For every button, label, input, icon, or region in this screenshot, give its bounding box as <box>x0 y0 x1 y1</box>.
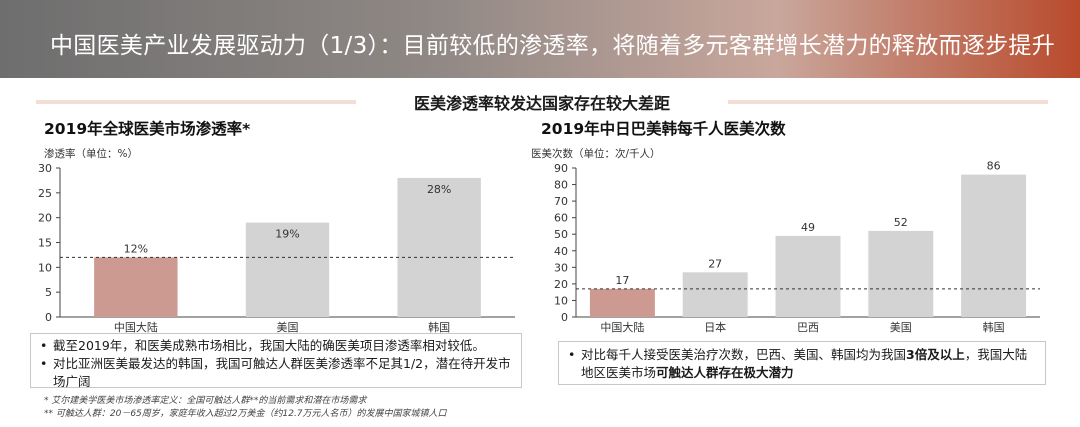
bar <box>94 257 178 317</box>
bar <box>775 235 841 317</box>
y-tick-label: 60 <box>554 212 568 225</box>
bar-value-label: 28% <box>427 183 451 196</box>
y-tick-label: 25 <box>38 187 52 200</box>
y-tick-label: 10 <box>38 261 52 274</box>
penetration-rate-chart: 0 5 10 15 20 25 30 12% 中国大陆 19% 美国 28% 韩国 <box>38 162 515 334</box>
right-note-text: 对比每千人接受医美治疗次数，巴西、美国、韩国均为我国 <box>581 347 907 362</box>
bar-value-label: 86 <box>987 160 1001 173</box>
x-tick-label: 日本 <box>704 320 726 334</box>
section-title: 医美渗透率较发达国家存在较大差距 <box>413 94 670 113</box>
left-chart-unit: 渗透率（单位：%） <box>44 148 138 160</box>
y-tick-label: 5 <box>45 286 52 299</box>
bar-value-label: 27 <box>708 257 722 270</box>
footnote-reachable-population: ** 可触达人群：20－65周岁，家庭年收入超过2万美金（约12.7万元人名币）… <box>44 409 447 419</box>
x-tick-label: 中国大陆 <box>600 320 644 334</box>
right-note-text-mid: ，我国大陆地区医美市场 <box>581 347 1028 380</box>
x-tick-label: 韩国 <box>983 320 1005 334</box>
y-tick-label: 50 <box>554 228 568 241</box>
y-tick-label: 0 <box>45 311 52 324</box>
section-divider-left <box>36 100 356 104</box>
section-banner: 医美渗透率较发达国家存在较大差距 <box>36 86 1048 118</box>
bar <box>589 288 655 317</box>
y-tick-label: 20 <box>38 212 52 225</box>
x-tick-label: 美国 <box>277 321 299 334</box>
bar <box>961 174 1027 317</box>
right-note-emphasis-multiple: 3倍及以上 <box>906 347 965 362</box>
bar <box>682 272 748 317</box>
bar <box>245 222 330 317</box>
x-tick-label: 巴西 <box>797 321 819 334</box>
footnote-definition: * 艾尔建美学医美市场渗透率定义：全国可触达人群**的当前需求和潜在市场需求 <box>44 396 367 406</box>
left-note-item: 截至2019年，和医美成熟市场相比，我国大陆的确医美项目渗透率相对较低。 <box>37 337 515 355</box>
right-notes-box: 对比每千人接受医美治疗次数，巴西、美国、韩国均为我国3倍及以上，我国大陆地区医美… <box>558 341 1046 385</box>
x-tick-label: 韩国 <box>428 320 450 334</box>
right-note-item: 对比每千人接受医美治疗次数，巴西、美国、韩国均为我国3倍及以上，我国大陆地区医美… <box>565 346 1039 382</box>
left-chart-title: 2019年全球医美市场渗透率* <box>44 120 251 138</box>
right-chart-title: 2019年中日巴美韩每千人医美次数 <box>541 120 786 138</box>
left-notes-box: 截至2019年，和医美成熟市场相比，我国大陆的确医美项目渗透率相对较低。 对比亚… <box>30 333 522 391</box>
y-tick-label: 20 <box>554 278 568 291</box>
left-note-item: 对比亚洲医美最发达的韩国，我国可触达人群医美渗透率不足其1/2，潜在待开发市场广… <box>37 355 515 391</box>
bar-value-label: 49 <box>801 221 815 234</box>
bar <box>868 230 934 317</box>
y-tick-label: 15 <box>38 237 52 250</box>
y-tick-label: 90 <box>554 162 568 175</box>
y-tick-label: 70 <box>554 195 568 208</box>
y-tick-label: 0 <box>561 311 568 324</box>
section-divider-right <box>728 100 1048 104</box>
y-tick-label: 30 <box>554 261 568 274</box>
y-tick-label: 80 <box>554 179 568 192</box>
y-tick-label: 30 <box>38 162 52 175</box>
right-note-emphasis-potential: 可触达人群存在极大潜力 <box>656 365 794 380</box>
bar-value-label: 52 <box>894 216 908 229</box>
procedures-per-thousand-chart: 0 10 20 30 40 50 60 70 80 90 17 中国大陆 27 日本 49 巴西 52 美国 86 韩… <box>554 160 1040 334</box>
x-tick-label: 中国大陆 <box>114 320 158 334</box>
bar <box>397 177 481 317</box>
bar-value-label: 17 <box>615 274 629 287</box>
x-tick-label: 美国 <box>890 321 912 334</box>
page-title: 中国医美产业发展驱动力（1/3）：目前较低的渗透率，将随着多元客群增长潜力的释放… <box>50 33 1056 59</box>
y-tick-label: 40 <box>554 245 568 258</box>
y-tick-label: 10 <box>554 294 568 307</box>
header-banner: 中国医美产业发展驱动力（1/3）：目前较低的渗透率，将随着多元客群增长潜力的释放… <box>0 0 1080 78</box>
bar-value-label: 19% <box>275 228 299 241</box>
right-chart-unit: 医美次数（单位：次/千人） <box>531 148 661 160</box>
bar-value-label: 12% <box>124 242 148 255</box>
